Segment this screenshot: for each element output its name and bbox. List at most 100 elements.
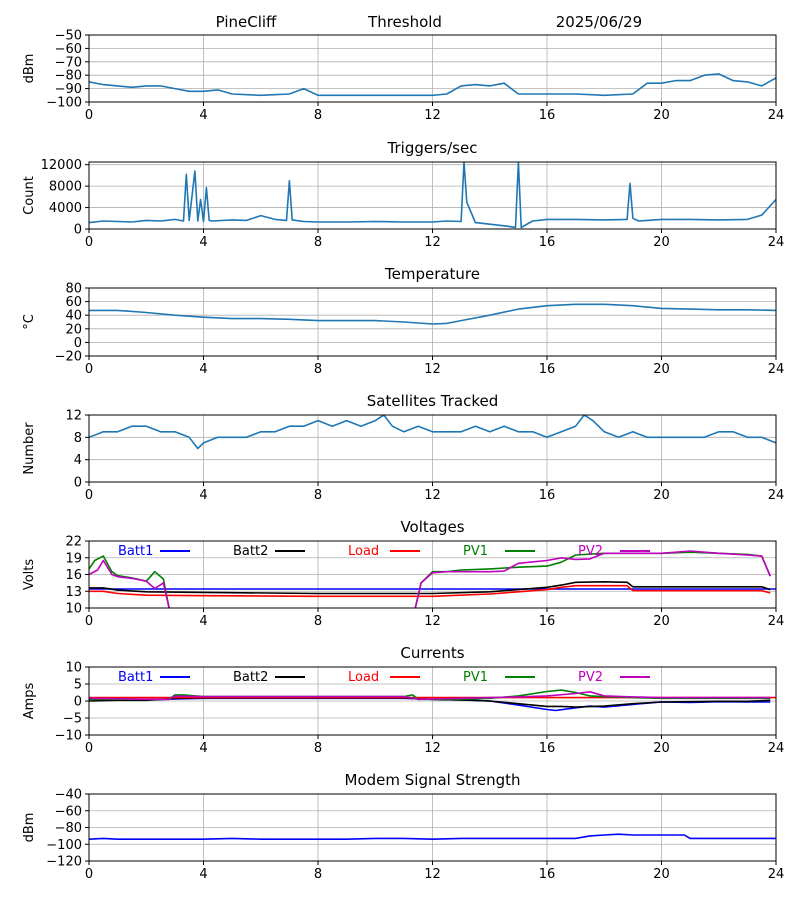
y-tick-label: 20: [65, 322, 82, 337]
x-tick-label: 24: [768, 488, 785, 503]
legend-label-pv1: PV1: [463, 544, 488, 559]
y-tick-label: 40: [65, 309, 82, 324]
y-tick-label: 5: [74, 678, 82, 693]
voltages-title: Voltages: [400, 518, 464, 536]
legend-label-batt2: Batt2: [233, 544, 268, 559]
legend-label-batt1: Batt1: [118, 670, 153, 685]
legend-label-load: Load: [348, 544, 379, 559]
x-tick-label: 16: [539, 614, 556, 629]
x-tick-label: 20: [653, 362, 670, 377]
x-tick-label: 8: [314, 235, 322, 250]
triggers-title: Triggers/sec: [387, 139, 478, 157]
y-tick-label: −80: [55, 821, 82, 836]
header-date: 2025/06/29: [556, 13, 642, 31]
legend-label-load: Load: [348, 670, 379, 685]
signal-panel: 0 4 8 12 16 20 24 −100−90−80−70−60−50 dBm: [22, 29, 784, 124]
satellites-series-line: [89, 415, 776, 450]
legend-label-batt2: Batt2: [233, 670, 268, 685]
y-tick-label: 0: [74, 223, 82, 238]
x-tick-label: 24: [768, 108, 785, 123]
x-tick-label: 8: [314, 867, 322, 882]
legend-label-pv1: PV1: [463, 670, 488, 685]
y-tick-label: −10: [55, 729, 82, 744]
x-tick-label: 20: [653, 108, 670, 123]
satellites-y-axis-label: Number: [22, 422, 37, 475]
triggers-series-line: [89, 162, 776, 229]
x-tick-label: 16: [539, 741, 556, 756]
signal-y-axis-label: dBm: [22, 54, 37, 84]
temperature-title: Temperature: [384, 265, 480, 283]
x-tick-label: 12: [424, 741, 441, 756]
y-tick-label: −100: [46, 96, 82, 111]
y-tick-label: −40: [55, 788, 82, 803]
legend-label-pv2: PV2: [578, 670, 603, 685]
x-tick-label: 12: [424, 614, 441, 629]
batt1-series-line: [89, 697, 771, 712]
triggers-panel: 0 4 8 12 16 20 24 0 4000 8000 12000 Triggers/sec Cou…: [22, 139, 784, 250]
y-tick-label: −60: [55, 804, 82, 819]
x-tick-label: 20: [653, 867, 670, 882]
x-tick-label: 20: [653, 614, 670, 629]
temperature-series-line: [89, 303, 776, 325]
x-tick-label: 24: [768, 741, 785, 756]
x-tick-label: 0: [85, 235, 93, 250]
x-tick-label: 0: [85, 867, 93, 882]
y-tick-label: 0: [74, 476, 82, 491]
temperature-y-axis-label: °C: [22, 314, 37, 330]
y-tick-label: −70: [55, 55, 82, 70]
y-tick-label: 0: [74, 695, 82, 710]
x-tick-label: 4: [199, 235, 207, 250]
y-tick-label: 60: [65, 295, 82, 310]
x-tick-label: 12: [424, 362, 441, 377]
load-series-line: [89, 584, 771, 598]
legend-label-batt1: Batt1: [118, 544, 153, 559]
x-tick-label: 4: [199, 614, 207, 629]
satellites-title: Satellites Tracked: [367, 392, 498, 410]
y-tick-label: 19: [65, 551, 82, 566]
x-tick-label: 4: [199, 488, 207, 503]
x-tick-label: 20: [653, 235, 670, 250]
y-tick-label: −80: [55, 69, 82, 84]
modem-panel: 0 4 8 12 16 20 24 −120 −100 −80 −60−40 Modem Signal…: [22, 771, 784, 882]
y-tick-label: 13: [65, 585, 82, 600]
x-tick-label: 4: [199, 108, 207, 123]
x-tick-label: 8: [314, 362, 322, 377]
x-tick-label: 24: [768, 614, 785, 629]
y-tick-label: 12000: [41, 158, 82, 173]
y-tick-label: 10: [65, 602, 82, 617]
x-tick-label: 4: [199, 741, 207, 756]
x-tick-label: 12: [424, 108, 441, 123]
x-tick-label: 24: [768, 867, 785, 882]
y-tick-label: −20: [55, 350, 82, 365]
header-site: PineCliff: [216, 13, 277, 31]
x-tick-label: 12: [424, 488, 441, 503]
voltages-y-axis-label: Volts: [22, 559, 37, 591]
x-tick-label: 16: [539, 235, 556, 250]
x-tick-label: 12: [424, 867, 441, 882]
x-tick-label: 0: [85, 108, 93, 123]
x-tick-label: 8: [314, 108, 322, 123]
x-tick-label: 0: [85, 614, 93, 629]
y-tick-label: −100: [46, 838, 82, 853]
modem-series-line: [89, 833, 776, 840]
triggers-y-axis-label: Count: [22, 176, 37, 215]
modem-title: Modem Signal Strength: [345, 771, 521, 789]
x-tick-label: 4: [199, 362, 207, 377]
x-tick-label: 16: [539, 108, 556, 123]
x-tick-label: 20: [653, 741, 670, 756]
y-tick-label: −120: [46, 855, 82, 870]
currents-y-axis-label: Amps: [22, 682, 37, 719]
x-tick-label: 24: [768, 362, 785, 377]
batt2-series-line: [89, 581, 771, 595]
x-tick-label: 8: [314, 741, 322, 756]
pv2-series-line: [89, 550, 772, 608]
y-tick-label: −90: [55, 82, 82, 97]
x-tick-label: 24: [768, 235, 785, 250]
legend-label-pv2: PV2: [578, 544, 603, 559]
pv2-series-line: [89, 691, 771, 701]
x-tick-label: 12: [424, 235, 441, 250]
